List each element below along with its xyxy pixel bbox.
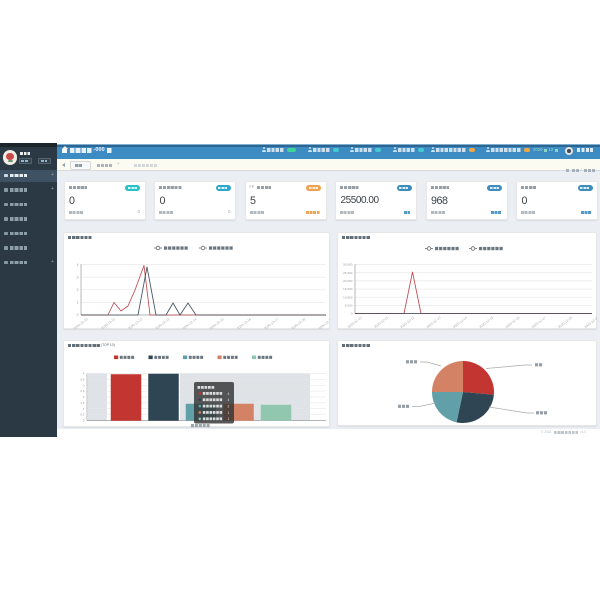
svg-text:3: 3: [83, 383, 85, 387]
svg-text:2020-12-17: 2020-12-17: [531, 316, 547, 329]
svg-text:2020-12-11: 2020-12-11: [373, 316, 389, 329]
svg-text:1.5: 1.5: [80, 401, 85, 405]
svg-text:2020-12-15: 2020-12-15: [209, 317, 225, 329]
svg-text:2020-12-16: 2020-12-16: [505, 316, 521, 329]
svg-text:20,000: 20,000: [343, 279, 353, 283]
svg-text:4: 4: [228, 392, 230, 396]
svg-text:0: 0: [83, 419, 85, 423]
svg-text:3.5: 3.5: [80, 377, 85, 381]
svg-text:2020-12-19: 2020-12-19: [318, 317, 330, 329]
svg-text:2020-12-14: 2020-12-14: [452, 316, 468, 329]
svg-text:2020-12-12: 2020-12-12: [399, 316, 415, 329]
svg-text:2020-12-14: 2020-12-14: [182, 317, 198, 329]
svg-text:1: 1: [228, 417, 230, 421]
svg-text:15,000: 15,000: [343, 287, 353, 291]
svg-text:1: 1: [77, 301, 79, 305]
svg-text:0: 0: [77, 313, 79, 317]
svg-text:2020-12-13: 2020-12-13: [154, 317, 170, 329]
svg-text:2020-12-10: 2020-12-10: [347, 316, 363, 329]
svg-text:2: 2: [228, 405, 230, 409]
svg-text:4: 4: [83, 372, 85, 376]
svg-text:2020-12-18: 2020-12-18: [557, 316, 573, 329]
svg-text:0.5: 0.5: [80, 413, 85, 417]
svg-text:2020-12-12: 2020-12-12: [127, 317, 143, 329]
svg-text:3: 3: [77, 275, 79, 279]
svg-text:30,000: 30,000: [343, 263, 353, 267]
svg-text:25,000: 25,000: [343, 271, 353, 275]
svg-text:2020-12-11: 2020-12-11: [100, 317, 116, 329]
svg-text:2020-12-17: 2020-12-17: [263, 317, 279, 329]
svg-text:2.5: 2.5: [80, 389, 85, 393]
svg-text:2020-12-16: 2020-12-16: [236, 317, 252, 329]
svg-text:5,000: 5,000: [345, 303, 353, 307]
svg-text:2020-12-13: 2020-12-13: [426, 316, 442, 329]
svg-text:2020-12-19: 2020-12-19: [584, 316, 597, 329]
svg-text:4: 4: [228, 398, 230, 402]
svg-text:2020-12-15: 2020-12-15: [478, 316, 494, 329]
svg-text:1: 1: [228, 411, 230, 415]
svg-text:0: 0: [351, 312, 353, 316]
svg-text:2020-12-10: 2020-12-10: [73, 317, 89, 329]
svg-text:4: 4: [77, 263, 79, 267]
svg-text:10,000: 10,000: [343, 295, 353, 299]
svg-text:1: 1: [83, 407, 85, 411]
svg-text:2: 2: [83, 395, 85, 399]
svg-text:2: 2: [77, 288, 79, 292]
svg-text:2020-12-18: 2020-12-18: [290, 317, 306, 329]
